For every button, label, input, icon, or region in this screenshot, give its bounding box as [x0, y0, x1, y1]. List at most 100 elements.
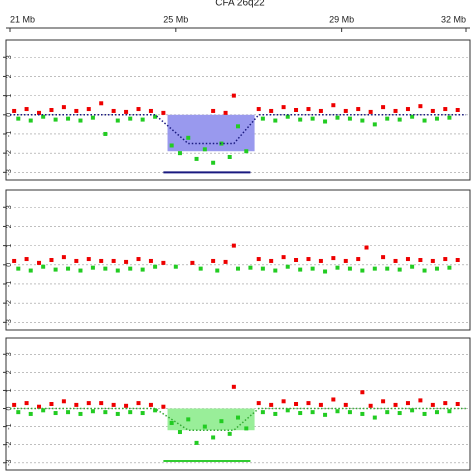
point: [294, 258, 299, 262]
y-tick-label: 3: [6, 55, 13, 59]
point: [53, 117, 58, 122]
y-tick-label: -1: [6, 423, 13, 429]
point: [198, 266, 203, 271]
point: [410, 114, 415, 119]
point: [430, 402, 435, 407]
y-tick-label: 0: [6, 263, 13, 267]
point: [294, 108, 299, 112]
point: [86, 257, 91, 262]
point: [136, 257, 141, 262]
point: [90, 265, 95, 270]
point: [256, 257, 261, 262]
point: [202, 424, 207, 429]
point: [202, 147, 207, 152]
point: [418, 104, 423, 109]
y-tick-label: -3: [6, 460, 13, 466]
point: [447, 115, 452, 120]
point: [393, 402, 398, 407]
point: [372, 266, 377, 271]
point: [140, 411, 145, 416]
point: [430, 258, 435, 263]
point: [231, 384, 236, 389]
point: [111, 108, 116, 113]
point: [393, 108, 398, 113]
point: [236, 266, 240, 271]
point: [285, 264, 290, 269]
point: [153, 264, 158, 269]
point: [124, 109, 129, 114]
point: [177, 151, 182, 156]
panel-frame: [5, 189, 471, 331]
point: [161, 404, 166, 409]
point: [372, 122, 377, 127]
point: [455, 108, 460, 112]
point: [447, 265, 452, 270]
point: [86, 107, 91, 112]
point: [356, 257, 361, 262]
point: [381, 105, 386, 110]
point: [115, 268, 120, 273]
point: [447, 409, 452, 414]
point: [90, 115, 95, 120]
point: [103, 410, 108, 415]
point: [115, 411, 120, 416]
point: [161, 110, 166, 115]
y-tick-label: 2: [6, 370, 13, 374]
y-tick-label: -2: [6, 441, 13, 447]
point: [37, 404, 42, 409]
point: [128, 266, 133, 271]
point: [455, 258, 460, 262]
point: [61, 105, 66, 110]
point: [306, 107, 311, 112]
point: [397, 267, 402, 272]
point: [347, 410, 352, 415]
point: [385, 116, 390, 121]
point: [306, 257, 311, 262]
point: [256, 401, 261, 406]
point: [294, 402, 299, 406]
point: [244, 149, 249, 154]
point: [397, 117, 402, 122]
y-tick-label: 1: [6, 244, 13, 248]
point: [443, 257, 448, 262]
point: [103, 266, 108, 271]
point: [169, 143, 174, 148]
point: [356, 107, 361, 112]
point: [422, 118, 427, 123]
point: [153, 114, 158, 119]
point: [269, 258, 274, 263]
point: [219, 141, 224, 146]
point: [28, 268, 33, 273]
point: [41, 408, 46, 413]
point: [177, 430, 182, 435]
point: [331, 397, 336, 402]
point: [368, 109, 373, 114]
point: [405, 401, 410, 406]
point: [190, 260, 195, 265]
point: [310, 116, 315, 121]
point: [12, 258, 17, 263]
x-tick-label: 29 Mb: [329, 14, 354, 24]
point: [318, 108, 323, 113]
point: [37, 110, 42, 115]
chart-title: CFA 26q22: [215, 0, 265, 9]
point: [260, 266, 265, 271]
point: [99, 401, 104, 406]
point: [260, 410, 265, 415]
point: [298, 267, 303, 272]
point: [244, 426, 249, 431]
point: [318, 258, 323, 263]
point: [28, 118, 33, 123]
point: [12, 402, 17, 407]
point: [281, 399, 286, 404]
point: [323, 412, 328, 417]
point: [74, 258, 79, 263]
point: [86, 401, 91, 406]
point: [381, 255, 386, 260]
point: [16, 266, 21, 271]
point: [405, 257, 410, 262]
point: [323, 119, 328, 124]
y-tick-label: 1: [6, 388, 13, 392]
point: [28, 411, 33, 416]
point: [124, 403, 129, 408]
